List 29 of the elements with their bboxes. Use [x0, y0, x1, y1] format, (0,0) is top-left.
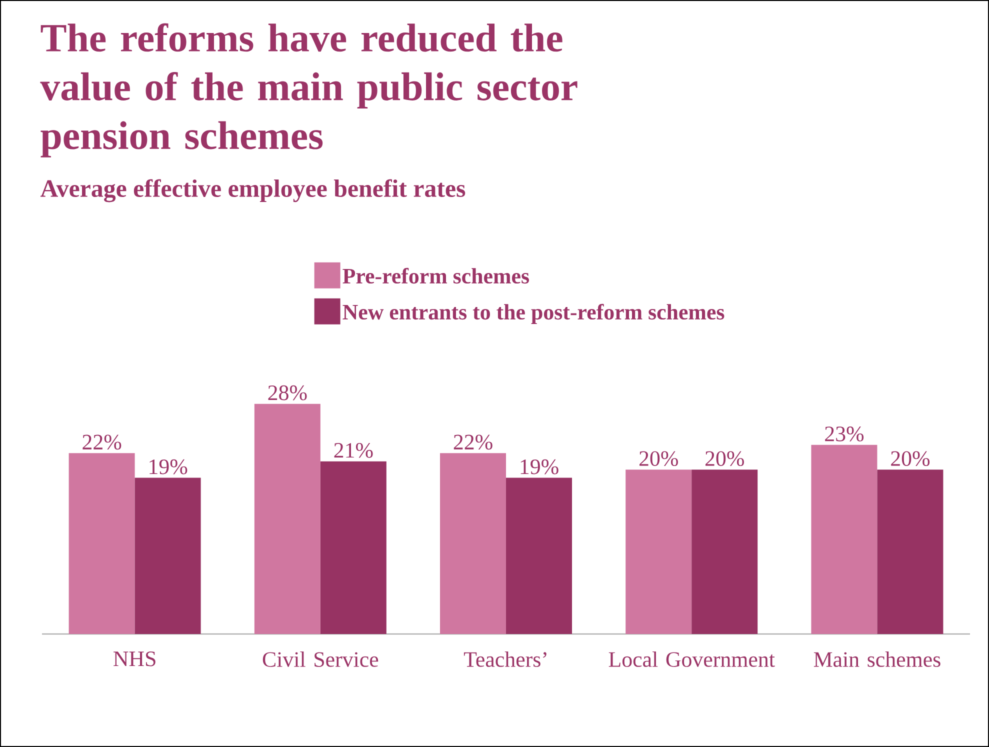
bar [254, 404, 320, 634]
bar [811, 444, 878, 634]
data-label: 22% [454, 434, 492, 450]
legend-label: Pre-reform schemes [342, 268, 529, 284]
data-label: 21% [334, 442, 373, 458]
x-tick-label: Main schemes [814, 652, 940, 667]
chart-subtitle: Average effective employee benefit rates [40, 179, 466, 202]
bar [440, 453, 506, 634]
legend-label: New entrants to the post-reform schemes [342, 304, 724, 324]
bar [68, 453, 135, 634]
bar [626, 470, 692, 634]
data-label: 23% [825, 426, 864, 442]
x-tick-label: Civil Service [262, 652, 378, 667]
data-label: 20% [705, 451, 744, 466]
x-tick-label: NHS [114, 652, 156, 666]
data-label: 19% [150, 459, 188, 474]
bar [692, 470, 758, 634]
data-label: 28% [268, 385, 307, 400]
data-label: 20% [639, 451, 678, 466]
bar [320, 461, 386, 634]
data-label: 22% [82, 434, 122, 450]
chart-title: The reforms have reduced the value of the main public sector pension schemes [40, 23, 578, 158]
data-label: 19% [520, 459, 558, 474]
bar [134, 478, 201, 634]
bar [877, 470, 944, 634]
x-tick-label: Teachers’ [464, 652, 546, 667]
data-label: 20% [891, 451, 930, 466]
bar [506, 478, 572, 634]
x-tick-label: Local Government [608, 652, 775, 667]
